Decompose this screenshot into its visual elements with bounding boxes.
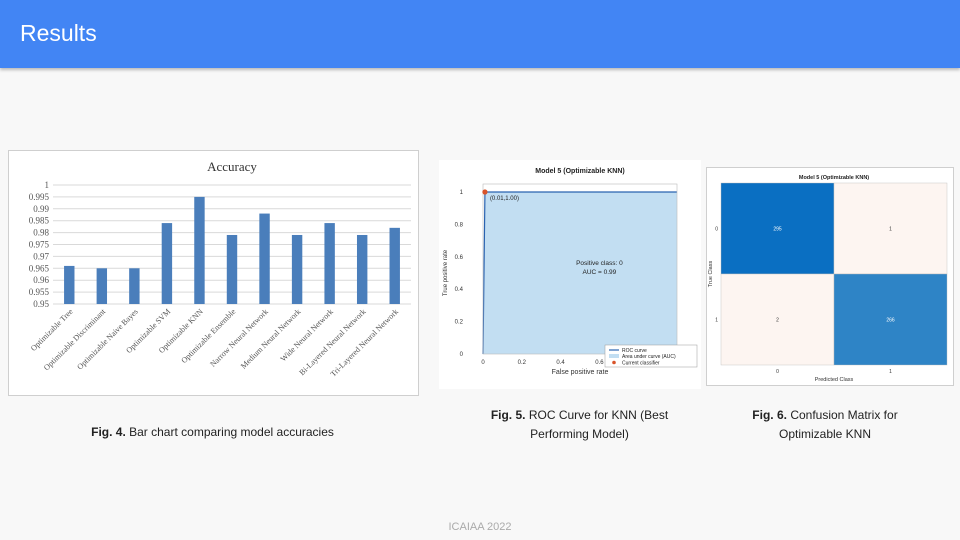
bar-x-tick-label: Optimizable Ensemble — [179, 307, 237, 365]
fig6-caption-text-1: Confusion Matrix for — [790, 408, 898, 422]
cm-title: Model 5 (Optimizable KNN) — [799, 175, 869, 181]
bar-3 — [161, 223, 173, 304]
fig6-caption-label: Fig. 6. — [752, 408, 787, 422]
roc-title: Model 5 (Optimizable KNN) — [535, 168, 624, 175]
bar-y-tick-label: 0.965 — [29, 263, 50, 273]
fig4-caption-label: Fig. 4. — [91, 425, 126, 439]
accuracy-bar-chart-panel: Accuracy 0.95 0.955 0.96 0.965 0.97 0.975 0.98 0… — [8, 150, 419, 396]
fig5-caption: Fig. 5. ROC Curve for KNN (Best Performi… — [462, 406, 697, 444]
bar-y-tick-label: 0.995 — [29, 192, 50, 202]
roc-y-tick-label: 0.2 — [455, 320, 464, 326]
fig5-caption-text-1: ROC Curve for KNN (Best — [528, 408, 669, 422]
cm-x-tick-label: 0 — [776, 369, 779, 375]
slide-footer: ICAIAA 2022 — [448, 521, 512, 533]
bar-x-tick-label: Medium Neural Network — [239, 307, 303, 371]
roc-axes-box — [482, 183, 678, 355]
roc-x-tick-label: 0 — [481, 360, 485, 366]
roc-y-tick-label: 0.4 — [455, 287, 464, 293]
roc-legend-point-label: Current classifier — [622, 361, 660, 367]
roc-chart-panel: Model 5 (Optimizable KNN) 0 0.2 0.4 0.6 0.8 1 0… — [439, 160, 701, 389]
bar-y-tick-label: 0.99 — [33, 204, 49, 214]
cm-y-tick-label: 1 — [715, 318, 718, 324]
cm-cell-value-0-1: 1 — [889, 227, 892, 233]
roc-y-axis-label: True positive rate — [443, 249, 449, 296]
bar-4 — [194, 196, 205, 304]
roc-point-label: (0.01,1.00) — [490, 196, 519, 202]
fig5-caption-line1: Fig. 5. ROC Curve for KNN (Best — [462, 406, 697, 425]
bar-y-tick-label: 1 — [45, 180, 50, 190]
cm-y-axis-label: True Class — [708, 261, 714, 288]
cm-x-tick-label: 1 — [889, 369, 892, 375]
bar-y-tick-label: 0.97 — [33, 251, 49, 261]
bar-x-tick-label: Optimizable Discriminant — [42, 307, 108, 373]
cm-cell-0-0 — [720, 182, 835, 275]
bar-x-tick-label: Narrow Neural Network — [208, 307, 270, 369]
bar-6 — [259, 213, 270, 304]
roc-legend-area-label: Area under curve (AUC) — [622, 354, 676, 360]
confusion-matrix-chart: Model 5 (Optimizable KNN) 295 1 2 266 0 0 1 1 Pre… — [708, 175, 948, 383]
bar-1 — [96, 268, 108, 304]
roc-legend-point-swatch — [612, 360, 616, 365]
fig6-caption: Fig. 6. Confusion Matrix for Optimizable… — [720, 406, 930, 444]
bar-x-tick-label: Optimizable Naive Bayes — [75, 307, 139, 371]
roc-x-tick-label: 0.2 — [518, 360, 527, 366]
roc-x-axis-label: False positive rate — [552, 369, 609, 376]
bar-y-tick-label: 0.975 — [29, 240, 50, 250]
bar-9 — [356, 234, 368, 304]
cm-y-tick-label: 0 — [715, 227, 718, 233]
roc-x-tick-label: 0.6 — [595, 360, 604, 366]
roc-auc-area — [483, 192, 677, 354]
roc-x-tick-label: 0.4 — [556, 360, 565, 366]
bar-5 — [226, 234, 238, 304]
bar-10 — [389, 227, 400, 304]
bar-y-tick-label: 0.955 — [29, 287, 50, 297]
roc-y-tick-label: 0.6 — [455, 255, 464, 261]
fig4-caption-text: Bar chart comparing model accuracies — [129, 425, 334, 439]
slide-header: Results — [0, 0, 960, 68]
roc-legend-curve-label: ROC curve — [622, 348, 647, 354]
fig6-caption-line1: Fig. 6. Confusion Matrix for — [720, 406, 930, 425]
slide-title: Results — [20, 20, 97, 46]
cm-x-axis-label: Predicted Class — [815, 377, 854, 383]
roc-y-tick-label: 0 — [460, 352, 464, 358]
bar-8 — [324, 223, 335, 304]
accuracy-bar-chart: Accuracy 0.95 0.955 0.96 0.965 0.970.975 0.98 0… — [29, 159, 411, 379]
bar-chart-title: Accuracy — [207, 159, 257, 174]
roc-chart: Model 5 (Optimizable KNN) 0 0.2 0.4 0.6 0.8 1 0… — [443, 168, 698, 376]
fig4-caption: Fig. 4. Bar chart comparing model accura… — [40, 423, 385, 442]
cm-cell-1-1 — [833, 273, 948, 366]
bar-y-tick-label: 0.98 — [33, 228, 49, 238]
cm-cell-1-0 — [720, 273, 835, 366]
roc-annotation-auc: AUC = 0.99 — [583, 269, 617, 276]
roc-y-tick-label: 0.8 — [455, 222, 464, 228]
bar-2 — [129, 268, 140, 304]
roc-legend-area-swatch — [609, 354, 619, 358]
bar-x-tick-label: Tri-Layered Neural Network — [329, 307, 401, 379]
roc-current-classifier-point — [482, 189, 488, 195]
bar-0 — [64, 265, 75, 304]
cm-cell-value-1-0: 2 — [776, 318, 779, 324]
bar-x-tick-label: Bi-Layered Neural Network — [297, 307, 367, 377]
cm-cell-value-1-1: 266 — [886, 318, 895, 324]
fig5-caption-text-2: Performing Model) — [530, 427, 629, 441]
bar-7 — [291, 234, 303, 304]
cm-cell-value-0-0: 295 — [773, 227, 782, 233]
roc-annotation-positive-class: Positive class: 0 — [576, 260, 623, 267]
bar-y-tick-label: 0.985 — [29, 216, 50, 226]
bar-y-tick-label: 0.95 — [33, 299, 49, 309]
bar-y-tick-label: 0.96 — [33, 275, 49, 285]
roc-y-tick-label: 1 — [460, 190, 464, 196]
roc-legend-box — [604, 344, 698, 368]
fig6-caption-text-2: Optimizable KNN — [778, 427, 872, 441]
fig5-caption-label: Fig. 5. — [490, 408, 526, 422]
confusion-matrix-panel: Model 5 (Optimizable KNN) 295 1 2 266 0 0 1 1 Pre… — [706, 167, 954, 386]
